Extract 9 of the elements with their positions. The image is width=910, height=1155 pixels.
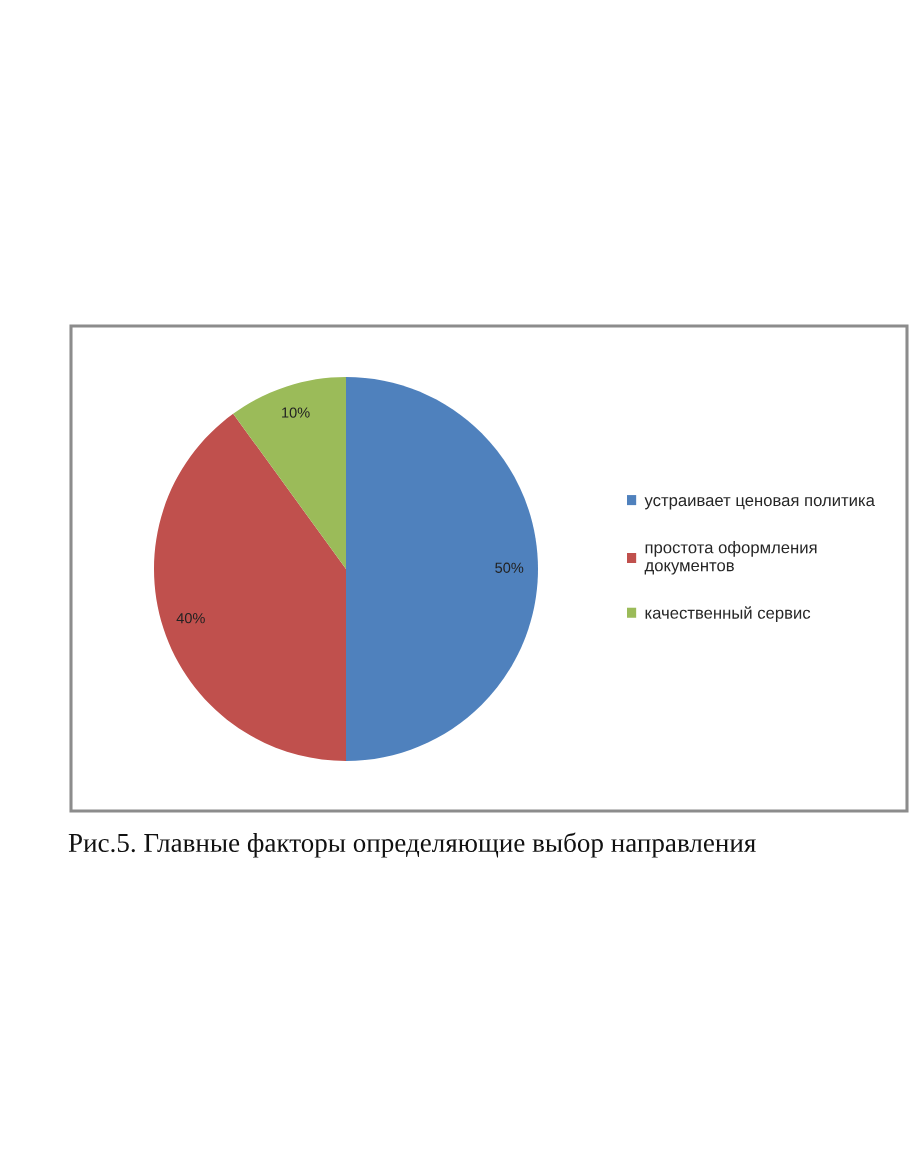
data-label: 50% <box>495 562 524 573</box>
pie-slice <box>346 377 538 761</box>
data-label: 10% <box>282 407 310 418</box>
data-label: 40% <box>176 613 205 624</box>
text: Рис.5. Главные факторы определяющие выбор направления <box>68 832 756 858</box>
pie-slice <box>233 377 346 569</box>
legend-label: простота оформления документов <box>644 541 817 575</box>
legend-label: качественный сервис <box>645 606 811 623</box>
legend-label: устраивает ценовая политика <box>644 497 875 510</box>
